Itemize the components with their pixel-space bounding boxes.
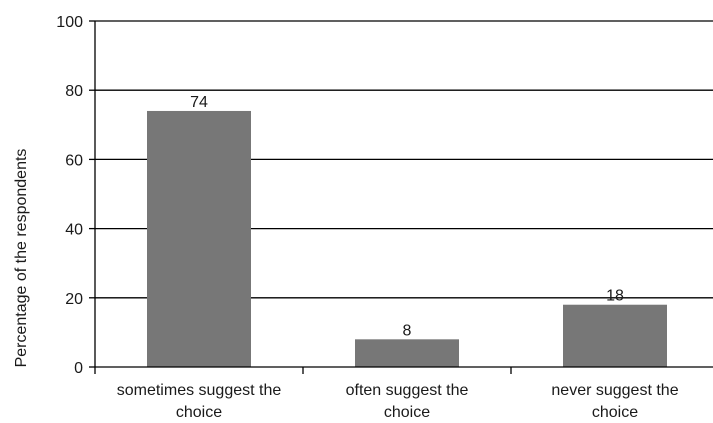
labels: 0 20 40 60 80 100 74 sometimes suggest the choic… [56,14,678,421]
bars [147,110,667,368]
y-tick-label-100: 100 [56,14,83,31]
y-tick-label-0: 0 [74,360,83,377]
y-tick-label-80: 80 [65,83,83,100]
y-tick-label-20: 20 [65,291,83,308]
bar-1 [355,339,459,367]
y-axis-title: Percentage of the respondents [13,149,30,368]
bar-0 [147,110,251,368]
category-label-0: sometimes suggest the choice [117,382,282,421]
data-label-0: 74 [190,94,208,111]
axes [89,20,713,374]
bar-2 [563,304,667,367]
y-tick-label-40: 40 [65,222,83,239]
category-label-1: often suggest the choice [346,382,469,421]
y-tick-label-60: 60 [65,152,83,169]
data-label-1: 8 [403,322,412,339]
category-label-2: never suggest the choice [551,382,678,421]
data-label-2: 18 [606,288,624,305]
